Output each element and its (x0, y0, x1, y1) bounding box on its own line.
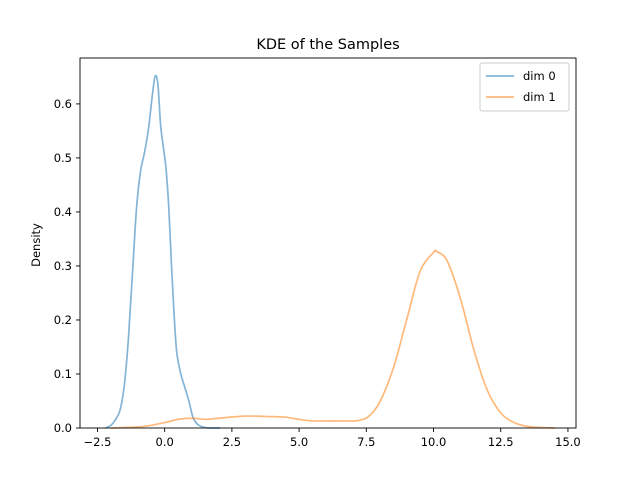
y-tick-label: 0.3 (54, 259, 72, 273)
axes-frame (79, 57, 577, 429)
x-tick-label: −2.5 (84, 435, 112, 449)
y-tick-label: 0.0 (54, 421, 72, 435)
legend-label: dim 1 (523, 90, 556, 104)
y-tick-label: 0.4 (54, 205, 72, 219)
x-tick-label: 0.0 (156, 435, 174, 449)
y-axis-label: Density (29, 223, 43, 267)
x-tick-label: 2.5 (223, 435, 241, 449)
y-tick-label: 0.6 (54, 97, 72, 111)
y-tick-label: 0.5 (54, 151, 72, 165)
series-line-dim-1 (110, 249, 555, 429)
x-tick-label: 15.0 (555, 435, 581, 449)
legend: dim 0 dim 1 (479, 62, 570, 112)
plot-area: −2.5 0.0 2.5 5.0 7.5 10.0 12.5 15.0 0.0 0.1 0.2 0.3… (54, 57, 581, 449)
x-tick-label: 12.5 (488, 435, 514, 449)
legend-box (479, 62, 570, 112)
series-line-dim-0 (105, 74, 220, 429)
chart-title: KDE of the Samples (256, 37, 399, 53)
x-tick-label: 5.0 (290, 435, 308, 449)
legend-label: dim 0 (523, 69, 556, 83)
x-tick-label: 10.0 (421, 435, 447, 449)
y-tick-label: 0.2 (54, 313, 72, 327)
x-tick-label: 7.5 (357, 435, 375, 449)
y-tick-label: 0.1 (54, 367, 72, 381)
